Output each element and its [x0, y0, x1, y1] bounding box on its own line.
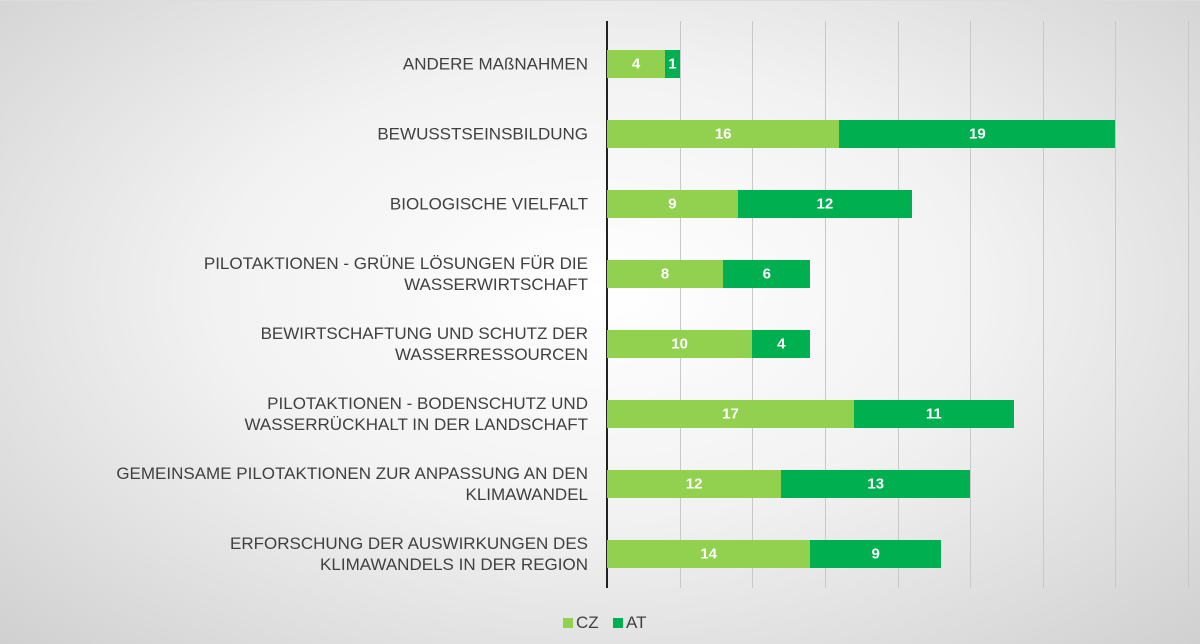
category-label: PILOTAKTIONEN - BODENSCHUTZ UND WASSERRÜ… [244, 394, 588, 434]
legend-label: AT [626, 613, 647, 632]
bar-segment [853, 400, 1014, 428]
grid-line [679, 21, 681, 588]
grid-line [970, 21, 972, 588]
value-label: 17 [722, 405, 739, 423]
bar-segment [723, 260, 811, 288]
value-label: 8 [660, 265, 670, 283]
category-label: GEMEINSAME PILOTAKTIONEN ZUR ANPASSUNG A… [116, 464, 588, 504]
bar-segment [810, 540, 942, 568]
legend-swatch [563, 618, 573, 628]
value-label: 13 [867, 475, 885, 493]
bar-segment [781, 470, 971, 498]
grid-line [824, 21, 826, 588]
y-axis [606, 21, 608, 588]
value-label: 9 [668, 195, 677, 213]
bar-segment [752, 330, 811, 358]
category-label: BEWIRTSCHAFTUNG UND SCHUTZ DER WASSERRES… [260, 324, 588, 364]
bar-segment [607, 50, 666, 78]
value-label: 9 [871, 545, 880, 563]
value-label: 11 [925, 405, 942, 423]
value-label: 14 [700, 545, 718, 563]
value-label: 10 [671, 335, 688, 353]
bar-segment [607, 330, 753, 358]
bar-segment [607, 190, 738, 218]
grid-line [752, 21, 754, 588]
value-label: 19 [969, 125, 986, 143]
value-label: 4 [777, 335, 786, 353]
grid-line [1042, 21, 1044, 588]
bar-segment [607, 400, 854, 428]
value-label: 12 [816, 195, 834, 213]
category-label: ANDERE MAßNAHMEN [402, 54, 588, 74]
bar-segment [607, 540, 811, 568]
grid-line [1115, 21, 1117, 588]
category-label: PILOTAKTIONEN - GRÜNE LÖSUNGEN FÜR DIE W… [203, 254, 588, 294]
legend-label: CZ [576, 613, 599, 632]
value-label: 1 [668, 55, 677, 73]
bar-segment [665, 50, 680, 78]
grid-line [897, 21, 899, 588]
value-label: 6 [762, 265, 771, 283]
bar-segment [607, 470, 782, 498]
grid-line [1188, 21, 1189, 588]
category-label: BIOLOGISCHE VIELFALT [389, 194, 588, 214]
bar-segment [839, 120, 1116, 148]
value-label: 16 [714, 125, 732, 143]
value-label: 4 [631, 55, 641, 73]
bar-segment [607, 260, 724, 288]
legend-swatch [613, 618, 623, 628]
bar-segment [737, 190, 913, 218]
bar-segment [607, 120, 840, 148]
category-label: BEWUSSTSEINSBILDUNG [377, 124, 588, 144]
value-label: 12 [685, 475, 703, 493]
category-label: ERFORSCHUNG DER AUSWIRKUNGEN DES KLIMAWA… [230, 534, 588, 574]
